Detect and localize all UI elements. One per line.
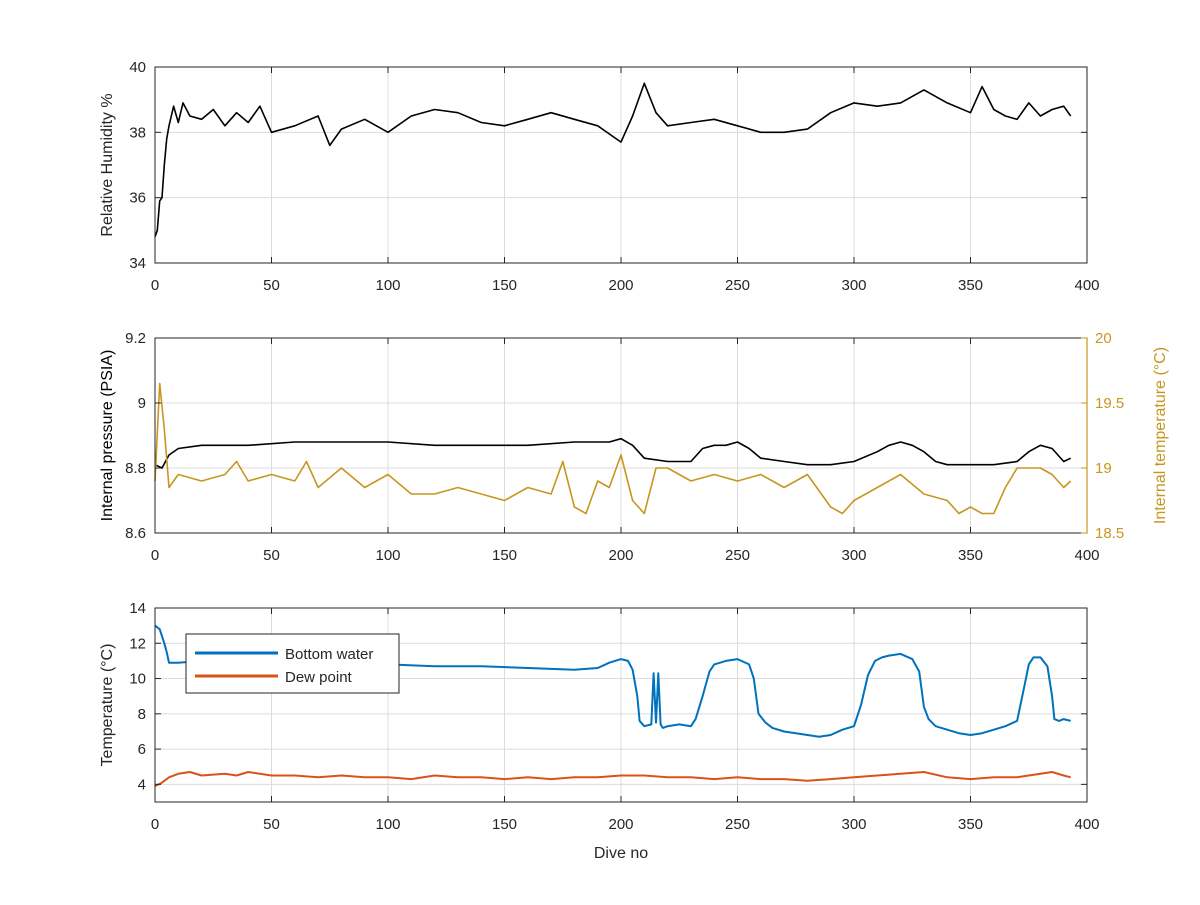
- x-tick-label: 50: [263, 277, 280, 294]
- y-tick-label: 9: [138, 395, 146, 412]
- series-line-right-1: [154, 382, 1072, 515]
- x-tick-label: 200: [608, 816, 633, 833]
- legend-label-bottom-water: Bottom water: [285, 646, 373, 663]
- y-tick-label: 8: [138, 706, 146, 723]
- x-tick-label: 150: [492, 277, 517, 294]
- y2-tick-label: 18.5: [1095, 525, 1124, 542]
- y2-tick-label: 20: [1095, 330, 1112, 347]
- y-tick-label: 12: [129, 635, 146, 652]
- y2-tick-label: 19: [1095, 460, 1112, 477]
- y-tick-label: 36: [129, 190, 146, 207]
- y-axis-label: Temperature (°C): [99, 644, 116, 767]
- x-tick-label: 0: [151, 816, 159, 833]
- x-tick-label: 300: [841, 547, 866, 564]
- x-tick-label: 0: [151, 547, 159, 564]
- panel-2: 0 50 100 150 200 250 300 350 400 8.6 8.8 9 9.2 18.5 19…: [99, 330, 1169, 564]
- x-tick-label: 400: [1074, 816, 1099, 833]
- series-line-bottom-water: [154, 624, 1071, 738]
- y-tick-label: 34: [129, 255, 146, 272]
- x-tick-label: 350: [958, 816, 983, 833]
- series-line-left-0: [154, 437, 1072, 469]
- x-tick-label: 350: [958, 277, 983, 294]
- x-tick-label: 250: [725, 816, 750, 833]
- x-tick-label: 0: [151, 277, 159, 294]
- series-line-dew-point: [154, 771, 1071, 787]
- x-tick-label: 150: [492, 547, 517, 564]
- x-tick-label: 250: [725, 277, 750, 294]
- x-tick-label: 100: [375, 816, 400, 833]
- y2-axis-label: Internal temperature (°C): [1152, 347, 1169, 524]
- x-tick-label: 250: [725, 547, 750, 564]
- x-tick-label: 50: [263, 816, 280, 833]
- y-tick-label: 40: [129, 59, 146, 76]
- y-tick-label: 6: [138, 741, 146, 758]
- x-tick-label: 400: [1074, 277, 1099, 294]
- x-tick-label: 100: [375, 277, 400, 294]
- legend-box: [185, 633, 400, 694]
- x-tick-label: 300: [841, 277, 866, 294]
- legend-label-dew-point: Dew point: [285, 669, 353, 686]
- legend: Bottom water Dew point: [185, 633, 400, 694]
- y-tick-label: 10: [129, 671, 146, 688]
- x-tick-label: 100: [375, 547, 400, 564]
- y2-tick-label: 19.5: [1095, 395, 1124, 412]
- y-tick-label: 4: [138, 776, 146, 793]
- y-axis-label: Relative Humidity %: [99, 93, 116, 236]
- x-tick-label: 200: [608, 277, 633, 294]
- y-tick-label: 38: [129, 124, 146, 141]
- y-tick-label: 9.2: [125, 330, 146, 347]
- series-line-main-0: [154, 82, 1072, 238]
- x-tick-label: 300: [841, 816, 866, 833]
- x-tick-label: 50: [263, 547, 280, 564]
- y-tick-label: 8.6: [125, 525, 146, 542]
- panel-3: 0 50 100 150 200 250 300 350 400 4 6 8 10 12 14 Tempera…: [99, 600, 1100, 862]
- x-tick-label: 200: [608, 547, 633, 564]
- x-tick-label: 150: [492, 816, 517, 833]
- x-axis-label: Dive no: [594, 845, 648, 862]
- x-tick-label: 400: [1074, 547, 1099, 564]
- x-tick-label: 350: [958, 547, 983, 564]
- y-axis-label: Internal pressure (PSIA): [99, 350, 116, 522]
- y-tick-label: 8.8: [125, 460, 146, 477]
- panel-1: 0 50 100 150 200 250 300 350 400 34 36 38 40 Relative…: [99, 59, 1100, 294]
- y-tick-label: 14: [129, 600, 146, 617]
